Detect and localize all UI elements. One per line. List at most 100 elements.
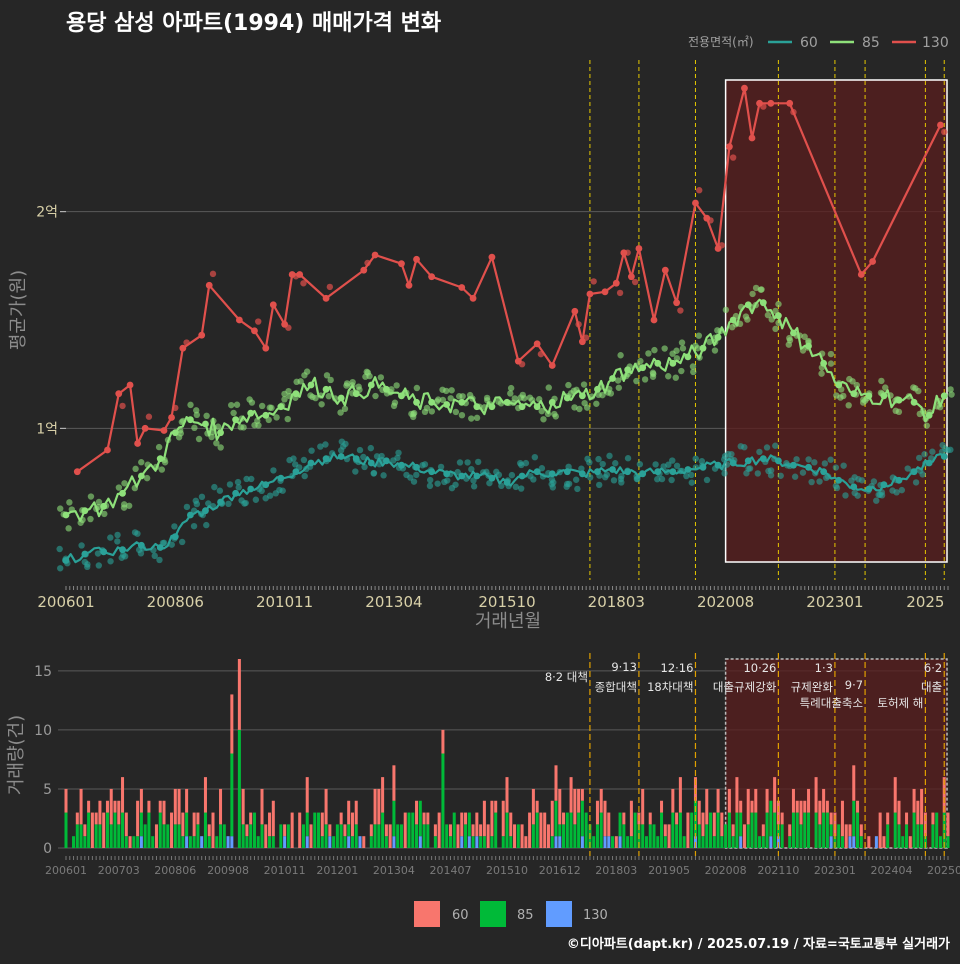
data-point-85	[654, 359, 662, 367]
scatter-point-60	[234, 478, 242, 486]
data-point-60	[805, 463, 812, 471]
scatter-point-60	[441, 478, 448, 486]
scatter-point-60	[808, 478, 815, 486]
scatter-point-85	[947, 386, 954, 393]
data-point-85	[352, 390, 360, 398]
volume-bar-60	[765, 788, 769, 813]
data-point-130	[360, 266, 368, 274]
volume-bar-85	[479, 836, 483, 848]
volume-bar-85	[644, 836, 648, 848]
data-point-60	[895, 476, 903, 484]
volume-bar-60	[648, 812, 652, 825]
scatter-point-60	[421, 461, 429, 468]
data-point-85	[835, 381, 843, 389]
data-point-60	[790, 461, 797, 469]
scatter-point-60	[322, 441, 329, 448]
scatter-point-60	[658, 475, 666, 483]
volume-bar-60	[139, 788, 143, 813]
scatter-point-60	[578, 465, 585, 472]
data-point-130	[269, 301, 277, 309]
scatter-point-60	[840, 462, 847, 469]
volume-bar-60	[829, 812, 833, 825]
scatter-point-130	[760, 103, 767, 110]
volume-bar-85	[814, 812, 818, 848]
scatter-point-60	[361, 463, 368, 471]
scatter-point-85	[66, 499, 73, 506]
data-point-60	[835, 476, 843, 484]
volume-bar-85	[121, 812, 125, 848]
volume-bar-60	[464, 812, 468, 825]
scatter-point-60	[721, 470, 728, 477]
data-point-60	[119, 546, 126, 554]
scatter-point-85	[187, 401, 194, 409]
volume-bar-60	[471, 824, 475, 837]
data-point-85	[925, 411, 933, 419]
scatter-point-60	[248, 475, 255, 483]
volume-bar-85	[203, 812, 207, 848]
volume-bar-130	[200, 836, 204, 848]
data-point-130	[179, 344, 187, 352]
scatter-point-130	[790, 108, 797, 116]
volume-bar-60	[912, 788, 916, 813]
volume-bar-85	[177, 824, 181, 848]
volume-bar-85	[339, 824, 343, 848]
bar-x-tick-label: 201905	[648, 864, 690, 877]
scatter-point-60	[832, 482, 840, 490]
policy-annotation: 12·16	[661, 661, 694, 675]
volume-bar-85	[712, 836, 716, 848]
volume-bar-60	[177, 788, 181, 825]
data-point-85	[186, 416, 194, 424]
volume-bar-85	[98, 824, 102, 848]
scatter-point-85	[678, 367, 685, 375]
volume-bar-85	[411, 812, 415, 848]
volume-bar-60	[90, 812, 94, 848]
data-point-60	[413, 463, 420, 471]
volume-bar-130	[392, 836, 396, 848]
scatter-point-130	[255, 318, 262, 325]
volume-bar-60	[79, 788, 83, 825]
data-point-85	[307, 381, 315, 389]
scatter-point-85	[297, 378, 304, 385]
volume-bar-60	[320, 812, 324, 837]
volume-bar-60	[946, 812, 950, 837]
data-point-85	[578, 392, 586, 400]
volume-bar-85	[769, 800, 773, 837]
scatter-point-85	[158, 466, 166, 473]
scatter-point-60	[756, 448, 763, 456]
volume-bar-85	[445, 824, 449, 848]
scatter-point-85	[645, 350, 652, 357]
data-point-85	[699, 344, 707, 352]
data-point-85	[503, 398, 511, 406]
data-point-85	[729, 316, 737, 324]
volume-bar-60	[825, 800, 829, 813]
volume-bar-60	[509, 812, 513, 837]
scatter-point-85	[132, 465, 139, 473]
volume-bar-85	[618, 812, 622, 837]
volume-bar-60	[158, 800, 162, 813]
scatter-point-60	[603, 471, 611, 478]
scatter-point-60	[486, 479, 493, 487]
data-point-85	[624, 366, 632, 374]
volume-bar-85	[305, 812, 309, 837]
scatter-point-60	[746, 465, 754, 472]
volume-bar-130	[347, 836, 351, 848]
scatter-point-85	[443, 387, 450, 395]
data-point-60	[352, 455, 360, 463]
bar-x-tick-label: 201803	[595, 864, 637, 877]
volume-bar-85	[912, 812, 916, 848]
volume-bar-85	[509, 836, 513, 848]
volume-bar-130	[230, 836, 234, 848]
volume-bar-85	[701, 836, 705, 848]
scatter-point-85	[948, 391, 955, 398]
scatter-point-60	[452, 481, 459, 488]
data-point-60	[156, 544, 164, 551]
volume-bar-60	[818, 800, 822, 825]
scatter-point-85	[845, 402, 852, 409]
volume-bar-60	[494, 800, 498, 813]
volume-bar-60	[479, 824, 483, 837]
volume-bar-60	[671, 788, 675, 813]
volume-bar-85	[464, 824, 468, 848]
scatter-point-85	[576, 405, 583, 413]
data-point-130	[725, 143, 733, 151]
volume-bar-60	[739, 800, 743, 813]
